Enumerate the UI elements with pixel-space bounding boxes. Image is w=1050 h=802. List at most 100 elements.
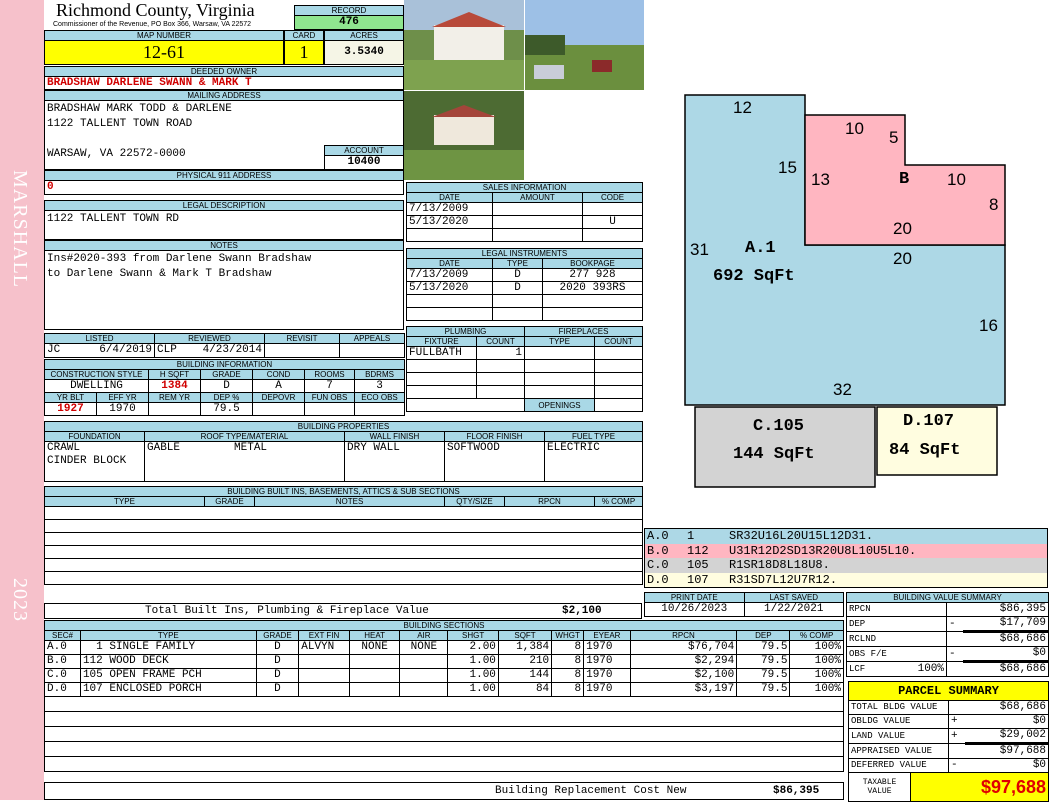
section-cell: D.0 <box>44 682 81 697</box>
plumbing-empty-cell <box>405 398 526 412</box>
value-summary-amount: $86,395 <box>962 602 1049 617</box>
listed-header: LISTED <box>44 333 155 344</box>
legal-instrument-cell: 277 928 <box>541 268 644 282</box>
fireplace-count-header: COUNT <box>594 336 644 347</box>
empty-cell <box>43 519 644 533</box>
notes-line-1: Ins#2020-393 from Darlene Swann Bradshaw <box>47 253 312 265</box>
photo-yard[interactable] <box>525 0 644 90</box>
plumbing-row: FULLBATH 1 <box>406 346 644 360</box>
openings-value <box>594 398 644 412</box>
section-cell: D <box>255 654 300 669</box>
parcel-summary-amount: $0 <box>964 758 1050 773</box>
sketch-code-vectors: U31R12D2SD13R20U8L10U5L10. <box>729 543 917 558</box>
legal-instrument-title-row: LEGAL INSTRUMENTS <box>405 248 644 259</box>
sections-header-row: SEC# TYPE GRADE EXT FIN HEAT AIR SHGT SQFT WHGT E… <box>44 630 844 641</box>
dim-b-notch: 5 <box>889 128 899 147</box>
reviewed-header: REVIEWED <box>154 333 265 344</box>
fireplace-type-cell <box>524 346 596 360</box>
building-info-header-row-2: YR BLT EFF YR REM YR DEP % DEPOVR FUN OBS ECO … <box>44 392 406 403</box>
section-cell: $2,100 <box>629 668 738 683</box>
parcel-summary-sign: + <box>948 714 965 729</box>
sketch-code-section: D.0 <box>647 572 669 587</box>
section-cell <box>399 668 449 683</box>
taxable-value: $97,688 <box>909 772 1050 802</box>
section-cell: 144 <box>497 668 553 683</box>
value-summary-label: DEP <box>846 616 909 632</box>
section-cell: 100% <box>789 640 844 655</box>
fixture-cell <box>406 359 477 373</box>
sketch-section-b[interactable] <box>804 114 1006 246</box>
photo-house-side[interactable] <box>404 91 524 180</box>
value-summary-pct <box>908 616 947 632</box>
legal-instrument-cell: D <box>492 268 543 282</box>
fixture-cell <box>406 385 477 399</box>
dim-a-bottom: 32 <box>833 380 852 399</box>
value-summary-amount: $0 <box>962 646 1049 663</box>
listed-by: JC <box>47 344 61 357</box>
section-cell: ALVYN <box>298 640 350 655</box>
section-cell: NONE <box>399 640 449 655</box>
sections-header: AIR <box>399 630 449 641</box>
fireplaces-title: FIREPLACES <box>524 326 644 337</box>
parcel-summary-amount: $68,686 <box>964 700 1050 715</box>
sketch-section-d[interactable] <box>876 406 998 476</box>
empty-cell <box>43 532 644 546</box>
parcel-summary-row: OBLDG VALUE + $0 <box>848 714 1050 729</box>
legal-instrument-header: BOOKPAGE <box>541 258 644 269</box>
sections-header: EYEAR <box>583 630 631 641</box>
parcel-summary-label: DEFERRED VALUE <box>848 758 949 773</box>
section-cell: 8 <box>551 640 585 655</box>
building-information-table: BUILDING INFORMATION CONSTRUCTION STYLE H … <box>43 359 406 416</box>
built-ins-total-row: Total Built Ins, Plumbing & Fireplace Va… <box>44 603 642 619</box>
legal-instrument-header: DATE <box>406 258 493 269</box>
fireplace-count-cell <box>594 372 644 386</box>
sales-row: 5/13/2020 U <box>406 215 644 229</box>
value-summary-row: LCF 100% $68,686 <box>846 661 1049 677</box>
section-empty-row <box>44 756 844 772</box>
sales-title-row: SALES INFORMATION <box>405 182 644 193</box>
sketch-section-c[interactable] <box>694 406 876 488</box>
sections-header: SEC# <box>44 630 81 641</box>
legal-instrument-cell: 5/13/2020 <box>406 281 493 295</box>
plumbing-count-cell <box>475 359 526 373</box>
building-info-header: REM YR <box>148 392 201 403</box>
sales-cell <box>492 228 583 242</box>
building-info-value-row-1: DWELLING 1384 D A 7 3 <box>44 379 406 393</box>
fireplace-count-cell <box>594 385 644 399</box>
section-cell <box>298 668 350 683</box>
sales-row <box>406 228 644 242</box>
revisit-header: REVISIT <box>264 333 340 344</box>
section-cell <box>298 682 350 697</box>
sketch-code-row: D.0 107 R31SD7L12U7R12. <box>645 572 1047 587</box>
building-info-value: 3 <box>353 379 406 393</box>
section-cell: 79.5 <box>736 654 791 669</box>
sketch-code-section: A.0 <box>647 529 669 543</box>
built-ins-total-value: $2,100 <box>562 605 602 617</box>
building-info-value: 79.5 <box>200 402 253 416</box>
building-properties-header: FLOOR FINISH <box>444 431 545 442</box>
value-summary-amount: $17,709 <box>962 616 1049 633</box>
parcel-summary-amount: $97,688 <box>964 743 1050 759</box>
photo-house-front[interactable] <box>404 0 524 90</box>
dim-b-bottom: 20 <box>893 219 912 238</box>
parcel-summary-sign <box>948 743 965 759</box>
sales-header-row: DATE AMOUNT CODE <box>406 192 644 203</box>
parcel-summary-sign <box>948 700 965 715</box>
building-info-header: YR BLT <box>44 392 97 403</box>
section-cell: D <box>255 668 300 683</box>
sketch-code-vectors: R1SR18D8L18U8. <box>729 558 830 572</box>
fireplace-count-cell <box>594 359 644 373</box>
section-cell: 210 <box>497 654 553 669</box>
value-summary-label: RCLND <box>846 631 909 647</box>
sales-cell <box>492 202 583 216</box>
sales-row: 7/13/2009 <box>406 202 644 216</box>
roof-material: METAL <box>234 442 268 455</box>
listed-cell: JC 6/4/2019 <box>44 343 155 358</box>
section-cell: 8 <box>551 668 585 683</box>
building-properties-header: ROOF TYPE/MATERIAL <box>144 431 345 442</box>
section-cell: 1970 <box>583 668 631 683</box>
section-c-label: C.105 <box>753 417 805 436</box>
county-title: Richmond County, Virginia <box>56 0 255 20</box>
sections-header: SHGT <box>447 630 499 641</box>
building-info-header: COND <box>252 369 305 380</box>
